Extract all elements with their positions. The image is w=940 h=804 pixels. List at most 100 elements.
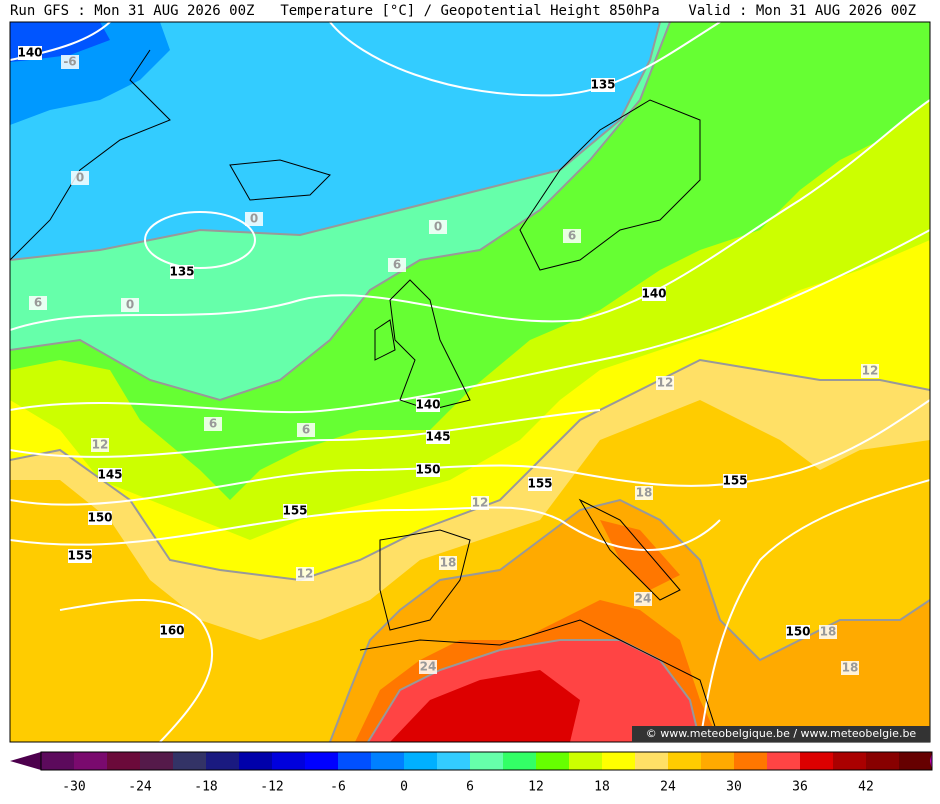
- isotherm: [10, 22, 661, 261]
- colorbar-frame: [40, 751, 933, 771]
- temperature-label: 24: [635, 592, 652, 606]
- colorbar-swatch: [107, 752, 140, 770]
- height-label-box: [416, 398, 440, 412]
- temperature-label: 12: [657, 376, 674, 390]
- colorbar-swatch: [206, 752, 239, 770]
- isohypse: [144, 211, 256, 269]
- field-band: [390, 670, 580, 742]
- height-label: 155: [282, 504, 307, 518]
- temperature-label-box: [204, 417, 222, 431]
- height-label-box: [18, 46, 42, 60]
- temperature-label-box: [861, 364, 879, 378]
- colorbar-tick-label: 30: [726, 780, 742, 795]
- temperature-label-box: [635, 486, 653, 500]
- height-label: 135: [590, 78, 615, 92]
- colorbar-tick-label: -12: [260, 780, 283, 795]
- height-label: 140: [641, 287, 666, 301]
- colorbar-swatch: [569, 752, 602, 770]
- map-frame: [9, 21, 931, 743]
- temperature-label-box: [245, 212, 263, 226]
- isohypse: [329, 22, 721, 97]
- watermark-box: [632, 726, 930, 742]
- height-label: 160: [159, 624, 184, 638]
- colorbar-swatch: [899, 752, 932, 770]
- isohypse: [59, 599, 214, 742]
- colorbar: -30 -24 -18 -12 -6 0 6 12 18 24 30 36 42: [10, 751, 933, 795]
- colorbar-swatch: [866, 752, 899, 770]
- coastline: [10, 49, 171, 261]
- temperature-label: 6: [302, 423, 310, 437]
- temperature-label: 6: [34, 296, 42, 310]
- temperature-label-box: [819, 625, 837, 639]
- temperature-label-box: [471, 496, 489, 510]
- colorbar-swatch: [371, 752, 404, 770]
- height-label: 155: [67, 549, 92, 563]
- temperature-label-box: [91, 438, 109, 452]
- height-label: 140: [17, 46, 42, 60]
- colorbar-swatch: [338, 752, 371, 770]
- coastline: [389, 279, 471, 411]
- colorbar-tick-label: -24: [128, 780, 152, 795]
- temperature-label: 6: [209, 417, 217, 431]
- field-band: [600, 520, 680, 590]
- height-label: 145: [425, 430, 450, 444]
- colorbar-swatch: [767, 752, 800, 770]
- isohypse: [10, 409, 601, 458]
- temperature-label: 18: [820, 625, 837, 639]
- height-label: 150: [87, 511, 112, 525]
- coastline: [578, 498, 681, 601]
- height-label-box: [426, 430, 450, 444]
- temperature-label-box: [419, 660, 437, 674]
- height-label-box: [98, 468, 122, 482]
- colorbar-tick-label: 0: [400, 780, 408, 795]
- colorbar-tick-label: 36: [792, 780, 808, 795]
- height-label: 145: [97, 468, 122, 482]
- isohypse: [10, 229, 930, 414]
- temperature-label: 0: [250, 212, 258, 226]
- height-label-box: [170, 265, 194, 279]
- colorbar-swatch: [140, 752, 173, 770]
- isohypse: [699, 479, 930, 742]
- isotherm: [10, 22, 671, 402]
- colorbar-swatch: [536, 752, 569, 770]
- height-label: 135: [169, 265, 194, 279]
- isohypse: [10, 399, 930, 506]
- temperature-label-box: [29, 296, 47, 310]
- temperature-label: 6: [568, 229, 576, 243]
- colorbar-swatch: [602, 752, 635, 770]
- height-label-box: [723, 474, 747, 488]
- height-label: 155: [527, 477, 552, 491]
- height-label-box: [160, 624, 184, 638]
- height-contours: [10, 22, 930, 742]
- colorbar-swatch: [800, 752, 833, 770]
- colorbar-tick-label: 6: [466, 780, 474, 795]
- map-title: Temperature [°C] / Geopotential Height 8…: [280, 3, 659, 19]
- temperature-label: 12: [862, 364, 879, 378]
- temperature-label: 0: [126, 298, 134, 312]
- isotherm: [367, 639, 701, 742]
- height-label: 140: [415, 398, 440, 412]
- temperature-label: -6: [63, 55, 76, 69]
- colorbar-swatch: [305, 752, 338, 770]
- temperature-label-box: [429, 220, 447, 234]
- height-label-box: [88, 511, 112, 525]
- watermark: © www.meteobelgique.be / www.meteobelgie…: [646, 727, 917, 740]
- temperature-label: 24: [420, 660, 437, 674]
- temperature-field: 140 135 135 140 140 145 150 155 145 150 155 160 155 1…: [10, 22, 930, 742]
- colorbar-swatch: [41, 752, 74, 770]
- colorbar-swatch: [74, 752, 107, 770]
- temperature-label: 18: [440, 556, 457, 570]
- valid-label: Valid : Mon 31 AUG 2026 00Z: [688, 3, 916, 19]
- colorbar-swatch: [404, 752, 437, 770]
- temperature-label-box: [439, 556, 457, 570]
- height-label-box: [528, 477, 552, 491]
- colorbar-tick-label: -18: [194, 780, 217, 795]
- temperature-label: 18: [842, 661, 859, 675]
- temperature-label-box: [297, 423, 315, 437]
- coastline: [374, 319, 396, 361]
- colorbar-tick-label: 18: [594, 780, 610, 795]
- colorbar-tick-label: -30: [62, 780, 85, 795]
- colorbar-swatch: [701, 752, 734, 770]
